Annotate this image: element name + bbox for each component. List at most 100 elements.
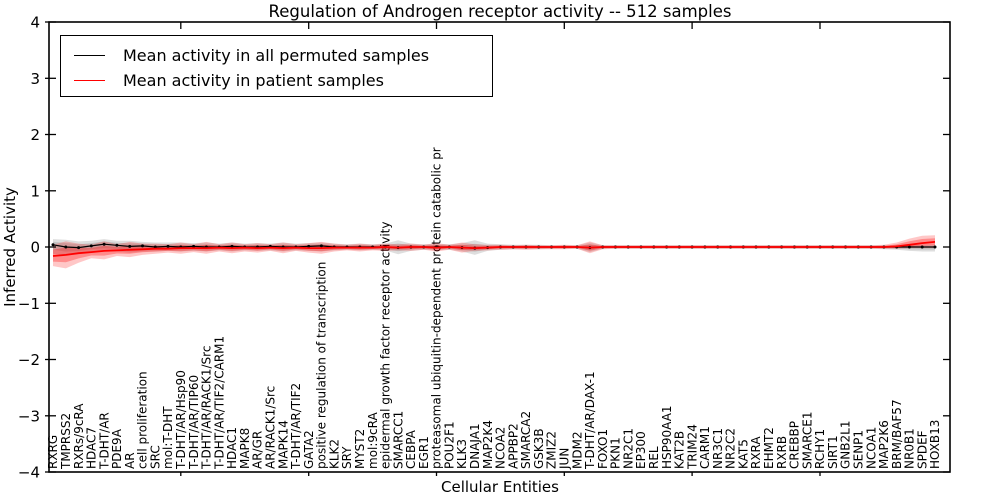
entity-label: POU2F1 xyxy=(443,421,457,469)
chart-title: Regulation of Androgen receptor activity… xyxy=(268,2,732,21)
entity-label: PDE9A xyxy=(110,428,124,469)
entity-label: MAPK14 xyxy=(276,420,290,469)
entity-label: APPBP2 xyxy=(506,423,520,469)
entity-label: mol:T-DHT xyxy=(161,406,175,469)
y-tick-label: 4 xyxy=(30,14,40,32)
entity-label: T-DHT/AR/TIF2/CARM1 xyxy=(212,336,226,470)
y-tick-label: −3 xyxy=(18,407,40,425)
patient-line-swatch xyxy=(74,80,105,81)
entity-label: KAT5 xyxy=(737,439,751,469)
permuted-marker xyxy=(141,244,144,248)
entity-label: TRIM24 xyxy=(685,424,699,470)
entity-label: MYST2 xyxy=(353,429,367,469)
permuted-marker xyxy=(64,245,68,249)
entity-label: AR xyxy=(123,452,137,469)
permuted-marker xyxy=(933,245,937,249)
permuted-marker xyxy=(920,245,924,249)
patient-mean-line xyxy=(52,241,936,257)
y-tick-label: 0 xyxy=(30,239,40,257)
entity-label: NR3C1 xyxy=(711,428,725,469)
entity-label: CEBPA xyxy=(404,429,418,469)
legend-label-permuted: Mean activity in all permuted samples xyxy=(123,46,430,65)
permuted-line-swatch xyxy=(74,55,105,56)
permuted-marker xyxy=(102,242,106,246)
entity-label: SMARCE1 xyxy=(800,411,814,469)
entity-label: RXRA xyxy=(749,436,763,469)
entity-label: MAPK8 xyxy=(238,428,252,469)
entity-label: EGR1 xyxy=(417,436,431,469)
entity-label: HDAC1 xyxy=(225,427,239,469)
permuted-marker xyxy=(192,244,196,248)
entity-label: FOXO1 xyxy=(596,429,610,469)
entity-label: AR/RACK1/Src xyxy=(264,386,278,469)
entity-label: T-DHT/AR/RACK1/Src xyxy=(200,346,214,470)
entity-label: proteasomal ubiquitin-dependent protein … xyxy=(430,147,444,469)
permuted-marker xyxy=(128,244,132,248)
permuted-marker xyxy=(89,244,93,248)
entity-label: DNAJA1 xyxy=(468,423,482,469)
entity-label: positive regulation of transcription xyxy=(315,262,329,469)
entity-label: RXRB xyxy=(775,436,789,469)
legend: Mean activity in all permuted samples Me… xyxy=(60,35,493,97)
entity-label: GATA2 xyxy=(302,430,316,469)
entity-label: PKN1 xyxy=(609,437,623,469)
entity-label: SRC xyxy=(149,445,163,469)
entity-label: epidermal growth factor receptor activit… xyxy=(379,222,393,469)
legend-item-patient: Mean activity in patient samples xyxy=(74,68,492,93)
y-tick-label: −2 xyxy=(18,351,40,369)
permuted-marker xyxy=(77,246,81,250)
entity-label: AR/GR xyxy=(251,431,265,469)
entity-label: NCOA2 xyxy=(494,427,508,469)
entity-label: GSK3B xyxy=(532,428,546,469)
entity-label: NCOA1 xyxy=(864,427,878,469)
entity-label: KLK3 xyxy=(455,439,469,469)
entity-label: T-DHT/AR/TIF2 xyxy=(289,383,303,470)
entity-label: MDM2 xyxy=(570,431,584,469)
confidence-band xyxy=(53,235,935,269)
entity-label: NR2C1 xyxy=(621,428,635,469)
entity-label: SMARCC1 xyxy=(391,411,405,469)
entity-label: TMPRSS2 xyxy=(59,413,73,470)
entity-label: KAT2B xyxy=(673,431,687,469)
entity-label: CARM1 xyxy=(698,426,712,469)
entity-label: MAP2K6 xyxy=(877,420,891,469)
entity-label: JUN xyxy=(558,448,572,470)
entity-label: RXRs/9cRA xyxy=(72,403,86,469)
entity-label: NR0B1 xyxy=(903,428,917,469)
entity-label: HOXB13 xyxy=(928,420,942,469)
entity-label: mol:9cRA xyxy=(366,412,380,469)
entity-label: HSP90AA1 xyxy=(660,405,674,469)
entity-label: T-DHT/AR xyxy=(97,412,111,470)
permuted-marker xyxy=(230,244,234,248)
y-axis-label: Inferred Activity xyxy=(1,187,19,307)
y-tick-label: 3 xyxy=(30,70,40,88)
y-tick-label: 2 xyxy=(30,126,40,144)
legend-item-permuted: Mean activity in all permuted samples xyxy=(74,43,492,68)
entity-label: SENP1 xyxy=(852,430,866,469)
entity-label: RCHY1 xyxy=(813,429,827,469)
entity-label: cell proliferation xyxy=(136,371,150,469)
entity-label: NR2C2 xyxy=(724,428,738,469)
entity-label: BRM/BAF57 xyxy=(890,399,904,469)
entity-label: T-DHT/AR/DAX-1 xyxy=(583,371,597,470)
entity-label: SIRT1 xyxy=(826,435,840,469)
entity-label: EP300 xyxy=(634,431,648,469)
entity-label: REL xyxy=(647,446,661,469)
permuted-marker xyxy=(307,244,311,248)
entity-label: SMARCA2 xyxy=(519,411,533,469)
permuted-marker xyxy=(115,243,119,247)
entity-label: SRY xyxy=(340,446,354,469)
entity-label: KLK2 xyxy=(327,439,341,469)
entity-label: EHMT2 xyxy=(762,427,776,469)
confidence-band xyxy=(53,238,935,263)
entity-label: GNB2L1 xyxy=(839,421,853,469)
y-tick-label: 1 xyxy=(30,182,40,200)
entity-label: CREBBP xyxy=(788,421,802,469)
entity-label: T-DHT/AR/Hsp90 xyxy=(174,370,188,470)
entity-label: ZMIZ2 xyxy=(545,431,559,469)
permuted-marker xyxy=(166,244,170,248)
permuted-marker xyxy=(153,245,157,249)
y-tick-label: −1 xyxy=(18,295,40,313)
